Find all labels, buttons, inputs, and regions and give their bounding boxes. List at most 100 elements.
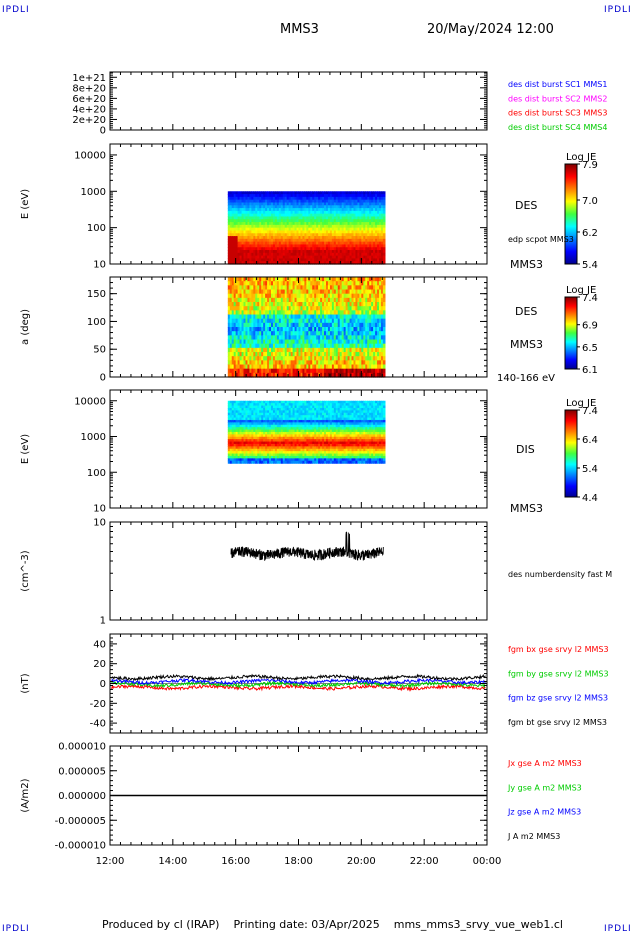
spectrogram-cell bbox=[261, 199, 264, 204]
spectrogram-cell bbox=[229, 310, 233, 316]
spectrogram-cell bbox=[355, 364, 358, 370]
spectrogram-cell bbox=[306, 277, 309, 282]
spectrogram-cell bbox=[286, 458, 290, 462]
spectrogram-cell bbox=[280, 233, 284, 237]
spectrogram-cell bbox=[251, 335, 254, 341]
spectrogram-cell bbox=[280, 441, 284, 445]
spectrogram-cell bbox=[265, 403, 268, 407]
spectrogram-cell bbox=[353, 216, 357, 220]
spectrogram-cell bbox=[327, 241, 331, 246]
spectrogram-cell bbox=[280, 258, 284, 262]
spectrogram-cell bbox=[329, 224, 333, 229]
spectrogram-cell bbox=[377, 277, 380, 282]
spectrogram-cell bbox=[361, 293, 364, 299]
spectrogram-cell bbox=[290, 258, 294, 262]
spectrogram-cell bbox=[280, 216, 284, 220]
spectrogram-cell bbox=[263, 219, 266, 223]
spectrogram-cell bbox=[339, 227, 343, 232]
spectrogram-cell bbox=[251, 443, 254, 447]
spectrogram-cell bbox=[298, 441, 302, 445]
spectrogram-cell bbox=[302, 219, 305, 223]
spectrogram-cell bbox=[251, 448, 254, 452]
spectrogram-cell bbox=[267, 331, 270, 336]
spectrogram-cell bbox=[243, 339, 247, 345]
spectrogram-cell bbox=[276, 335, 280, 341]
spectrogram-cell bbox=[280, 210, 284, 215]
spectrogram-cell bbox=[227, 293, 231, 299]
spectrogram-cell bbox=[333, 327, 337, 332]
spectrogram-cell bbox=[337, 306, 341, 311]
spectrogram-cell bbox=[294, 453, 298, 457]
spectrogram-cell bbox=[341, 194, 345, 198]
spectrogram-cell bbox=[249, 352, 252, 357]
spectrogram-cell bbox=[359, 241, 362, 246]
spectrogram-cell bbox=[312, 314, 315, 320]
spectrogram-cell bbox=[282, 439, 286, 443]
spectrogram-cell bbox=[351, 302, 355, 307]
spectrogram-cell bbox=[243, 194, 247, 198]
spectrogram-cell bbox=[302, 364, 305, 370]
spectrogram-cell bbox=[327, 322, 331, 328]
spectrogram-cell bbox=[298, 434, 302, 438]
spectrogram-cell bbox=[343, 210, 347, 215]
spectrogram-cell bbox=[361, 364, 364, 370]
spectrogram-cell bbox=[327, 318, 331, 324]
spectrogram-cell bbox=[282, 403, 286, 407]
spectrogram-cell bbox=[247, 403, 251, 407]
spectrogram-cell bbox=[229, 335, 233, 341]
spectrogram-cell bbox=[294, 302, 298, 307]
spectrogram-cell bbox=[284, 252, 288, 257]
spectrogram-cell bbox=[237, 347, 241, 353]
spectrogram-cell bbox=[337, 227, 341, 232]
spectrogram-cell bbox=[327, 238, 331, 243]
spectrogram-cell bbox=[282, 219, 286, 223]
spectrogram-cell bbox=[359, 318, 362, 324]
spectrogram-cell bbox=[325, 255, 329, 260]
spectrogram-cell bbox=[341, 343, 345, 349]
spectrogram-cell bbox=[331, 297, 335, 303]
spectrogram-cell bbox=[263, 422, 266, 426]
spectrogram-cell bbox=[308, 343, 311, 349]
spectrogram-cell bbox=[347, 289, 351, 295]
spectrogram-cell bbox=[229, 250, 233, 254]
spectrogram-cell bbox=[239, 297, 243, 303]
spectrogram-cell bbox=[241, 448, 245, 452]
spectrogram-cell bbox=[237, 302, 241, 307]
spectrogram-cell bbox=[233, 230, 237, 234]
spectrogram-cell bbox=[245, 241, 249, 246]
spectrogram-cell bbox=[339, 285, 343, 291]
spectrogram-cell bbox=[359, 322, 362, 328]
spectrogram-cell bbox=[274, 335, 278, 341]
spectrogram-cell bbox=[227, 356, 231, 361]
spectrogram-cell bbox=[324, 289, 327, 295]
spectrogram-cell bbox=[357, 222, 360, 226]
spectrogram-cell bbox=[325, 368, 329, 374]
spectrogram-cell bbox=[237, 196, 241, 201]
spectrogram-cell bbox=[286, 191, 290, 195]
spectrogram-cell bbox=[345, 372, 349, 378]
spectrogram-cell bbox=[239, 302, 243, 307]
spectrogram-cell bbox=[331, 322, 335, 328]
spectrogram-cell bbox=[329, 244, 333, 248]
spectrogram-cell bbox=[247, 417, 251, 421]
spectrogram-cell bbox=[302, 343, 305, 349]
spectrogram-cell bbox=[380, 339, 384, 345]
spectrogram-cell bbox=[288, 205, 292, 209]
spectrogram-cell bbox=[257, 415, 260, 419]
spectrogram-cell bbox=[247, 429, 251, 433]
spectrogram-cell bbox=[235, 417, 239, 421]
spectrogram-cell bbox=[282, 448, 286, 452]
spectrogram-cell bbox=[282, 238, 286, 243]
spectrogram-cell bbox=[233, 415, 237, 419]
spectrogram-cell bbox=[349, 339, 353, 345]
spectrogram-cell bbox=[276, 250, 280, 254]
spectrogram-cell bbox=[261, 247, 264, 251]
spectrogram-cell bbox=[257, 293, 260, 299]
spectrogram-cell bbox=[241, 347, 245, 353]
spectrogram-cell bbox=[322, 244, 325, 248]
spectrogram-cell bbox=[253, 281, 256, 286]
spectrogram-cell bbox=[243, 210, 247, 215]
spectrogram-cell bbox=[247, 252, 251, 257]
spectrogram-cell bbox=[233, 191, 237, 195]
spectrogram-cell bbox=[325, 224, 329, 229]
